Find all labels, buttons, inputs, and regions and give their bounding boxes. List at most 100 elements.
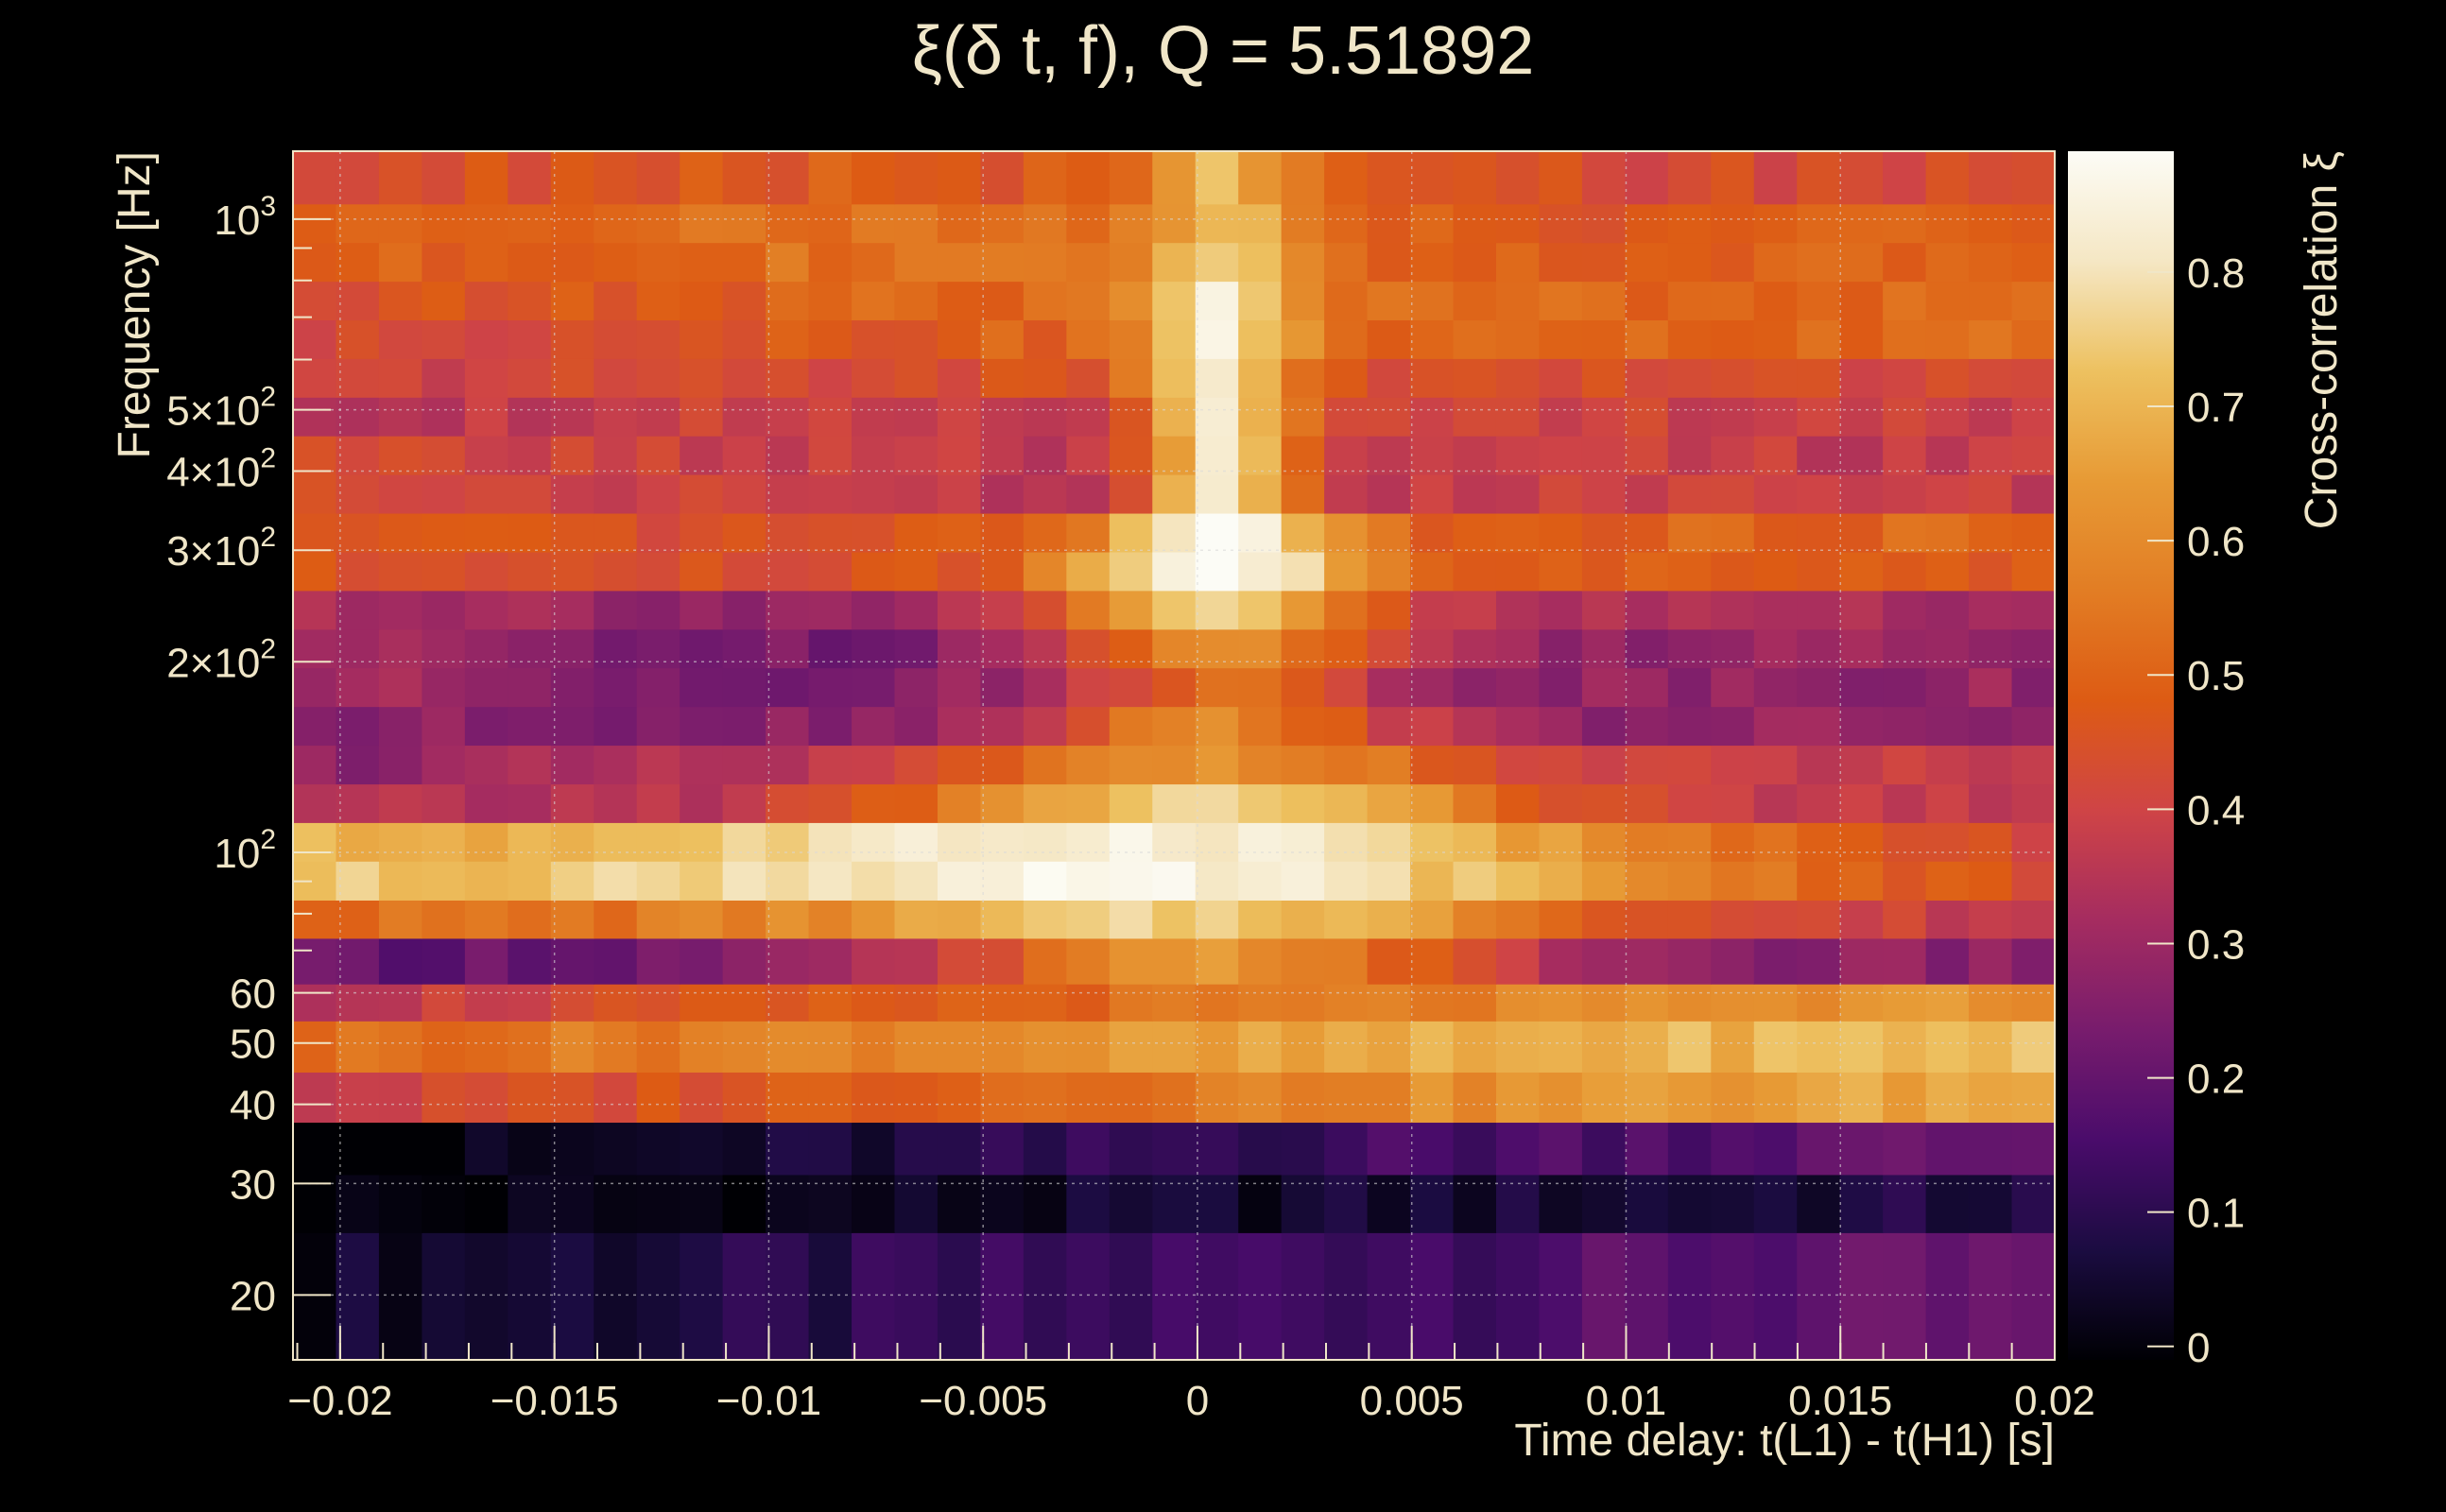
heatmap-cell [508,706,552,747]
x-tick-label: −0.005 [919,1378,1047,1424]
heatmap-cell [1925,1122,1970,1176]
heatmap-cell [1495,281,1541,321]
heatmap-cell [1883,706,1927,747]
heatmap-cell [1152,900,1197,939]
heatmap-cell [378,706,422,747]
heatmap-cell [464,397,508,437]
heatmap-cell [808,151,853,205]
heatmap-cell [1453,590,1497,630]
heatmap-cell [2011,745,2056,785]
heatmap-cell [594,1174,638,1233]
heatmap-cell [1066,783,1111,823]
heatmap-cell [550,281,594,321]
heatmap-cell [1969,822,2013,862]
heatmap-cell [980,281,1025,321]
heatmap-cell [1667,1072,1712,1124]
heatmap-cell [1109,358,1153,398]
heatmap-cell [680,151,724,205]
heatmap-cell [1066,203,1111,244]
heatmap-cell [1883,397,1927,437]
heatmap-cell [1410,436,1455,475]
heatmap-cell [1324,512,1369,553]
heatmap-cell [1839,783,1884,823]
heatmap-cell [1625,900,1669,939]
heatmap-cell [636,984,680,1022]
heatmap-cell [336,1021,380,1073]
heatmap-cell [1539,1021,1583,1073]
heatmap-cell [937,151,982,205]
x-tick-label: −0.02 [287,1378,392,1424]
heatmap-cell [980,1072,1025,1124]
heatmap-cell [980,667,1025,708]
heatmap-cell [1367,281,1411,321]
heatmap-cell [1539,319,1583,359]
heatmap-cell [1324,937,1369,985]
x-axis-ticks: −0.02 −0.015 −0.01 −0.005 0 0.005 0.01 0.015 0.0… [287,1326,2095,1424]
heatmap-cell [508,436,552,475]
heatmap-cell [1324,590,1369,630]
heatmap-cell [1109,281,1153,321]
heatmap-cell [1367,984,1411,1022]
heatmap-cell [1839,706,1884,747]
heatmap-cell [980,242,1025,283]
heatmap-cell [1625,745,1669,785]
heatmap-cell [1839,281,1884,321]
heatmap-cell [1581,937,1626,985]
heatmap-cell [1797,1122,1841,1176]
heatmap-cell [1367,1021,1411,1073]
colorbar-tick-label: 0.7 [2187,385,2245,431]
heatmap-cell [1711,203,1755,244]
heatmap-cell [1195,512,1239,553]
heatmap-cell [1711,358,1755,398]
heatmap-cell [1238,706,1283,747]
heatmap-cell [1711,397,1755,437]
heatmap-cell [1797,151,1841,205]
heatmap-cell [980,745,1025,785]
heatmap-cell [1281,397,1325,437]
heatmap-cell [808,745,853,785]
heatmap-cell [1109,319,1153,359]
heatmap-cell [1152,397,1197,437]
heatmap-cell [594,512,638,553]
heatmap-cell [680,984,724,1022]
heatmap-cell [1797,1021,1841,1073]
heatmap-cell [680,1232,724,1361]
heatmap-cell [1667,358,1712,398]
heatmap-cell [422,1174,466,1233]
heatmap-cell [1023,397,1067,437]
heatmap-cell [378,590,422,630]
heatmap-cell [937,242,982,283]
heatmap-cell [1539,1122,1583,1176]
heatmap-cell [1410,628,1455,669]
heatmap-cell [1324,1072,1369,1124]
heatmap-cell [980,984,1025,1022]
heatmap-cell [680,551,724,592]
heatmap-cell [1753,281,1798,321]
heatmap-cell [1453,397,1497,437]
heatmap-cell [336,783,380,823]
heatmap-cell [2011,281,2056,321]
heatmap-cell [1711,512,1755,553]
heatmap-cell [378,242,422,283]
heatmap-cell [1238,1021,1283,1073]
y-tick-label: 20 [230,1273,276,1319]
heatmap-cell [1324,900,1369,939]
heatmap-cell [1883,822,1927,862]
heatmap-cell [1625,783,1669,823]
heatmap-cell [1625,242,1669,283]
heatmap-cell [1109,436,1153,475]
heatmap-cell [594,397,638,437]
heatmap-cell [1539,745,1583,785]
heatmap-cell [2011,1232,2056,1361]
heatmap-cell [1883,358,1927,398]
heatmap-cell [1753,1072,1798,1124]
heatmap-cell [1969,1021,2013,1073]
heatmap-cell [378,281,422,321]
heatmap-cell [1711,281,1755,321]
heatmap-cell [766,1174,810,1233]
heatmap-cell [1023,937,1067,985]
heatmap-cell [508,1021,552,1073]
heatmap-cell [464,822,508,862]
chart-title: ξ(δ t, f), Q = 5.51892 [912,13,1535,89]
